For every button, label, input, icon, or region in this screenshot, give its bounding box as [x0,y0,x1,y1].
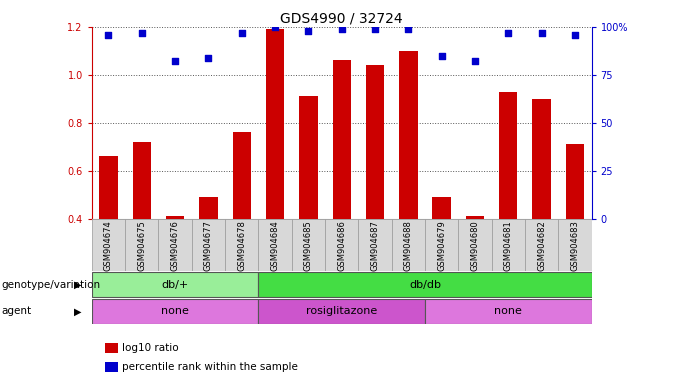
Bar [466,217,484,219]
Bar [166,217,184,219]
Point [570,31,581,38]
Bar [199,197,218,219]
Bar [192,219,225,271]
Text: GSM904677: GSM904677 [204,220,213,271]
Text: percentile rank within the sample: percentile rank within the sample [122,362,299,372]
Point [237,30,248,36]
Text: GSM904688: GSM904688 [404,220,413,271]
Bar [525,219,558,271]
Bar [266,29,284,219]
Text: db/db: db/db [409,280,441,290]
Point [136,30,147,36]
Text: db/+: db/+ [161,280,189,290]
Text: GSM904682: GSM904682 [537,220,546,271]
Text: agent: agent [1,306,31,316]
Point [103,31,114,38]
Point [269,24,280,30]
Bar [558,219,592,271]
Bar [458,219,492,271]
Text: rosiglitazone: rosiglitazone [306,306,377,316]
Point [403,26,413,32]
Bar [432,197,451,219]
Text: GSM904687: GSM904687 [371,220,379,271]
Text: none: none [161,306,189,316]
Bar [258,272,592,297]
Bar [392,219,425,271]
Bar [399,51,418,219]
Text: GSM904681: GSM904681 [504,220,513,271]
Bar [99,157,118,219]
Point [303,28,314,34]
Bar [125,219,158,271]
Point [469,58,480,65]
Bar [258,219,292,271]
Bar [258,299,425,324]
Bar [92,299,258,324]
Point [170,58,181,65]
Text: genotype/variation: genotype/variation [1,280,101,290]
Point [203,55,214,61]
Text: GSM904675: GSM904675 [137,220,146,271]
Text: ▶: ▶ [74,280,82,290]
Text: ▶: ▶ [74,306,82,316]
Bar [425,219,458,271]
Bar [366,65,384,219]
Bar [358,219,392,271]
Text: GSM904680: GSM904680 [471,220,479,271]
Text: GSM904684: GSM904684 [271,220,279,271]
Bar [425,299,592,324]
Text: none: none [494,306,522,316]
Text: GSM904683: GSM904683 [571,220,579,271]
Bar [158,219,192,271]
Text: GSM904686: GSM904686 [337,220,346,271]
Text: GSM904674: GSM904674 [104,220,113,271]
Point [370,26,381,32]
Bar [532,99,551,219]
Point [337,26,347,32]
Bar [566,144,584,219]
Bar [499,92,517,219]
Text: log10 ratio: log10 ratio [122,343,179,353]
Text: GSM904679: GSM904679 [437,220,446,271]
Bar [92,272,258,297]
Title: GDS4990 / 32724: GDS4990 / 32724 [280,12,403,26]
Bar [225,219,258,271]
Bar [333,61,351,219]
Bar [233,132,251,219]
Bar [292,219,325,271]
Point [536,30,547,36]
Bar [492,219,525,271]
Point [437,53,447,59]
Text: GSM904678: GSM904678 [237,220,246,271]
Bar [92,219,125,271]
Point [503,30,514,36]
Text: GSM904685: GSM904685 [304,220,313,271]
Text: GSM904676: GSM904676 [171,220,180,271]
Bar [133,142,151,219]
Bar [325,219,358,271]
Bar [299,96,318,219]
